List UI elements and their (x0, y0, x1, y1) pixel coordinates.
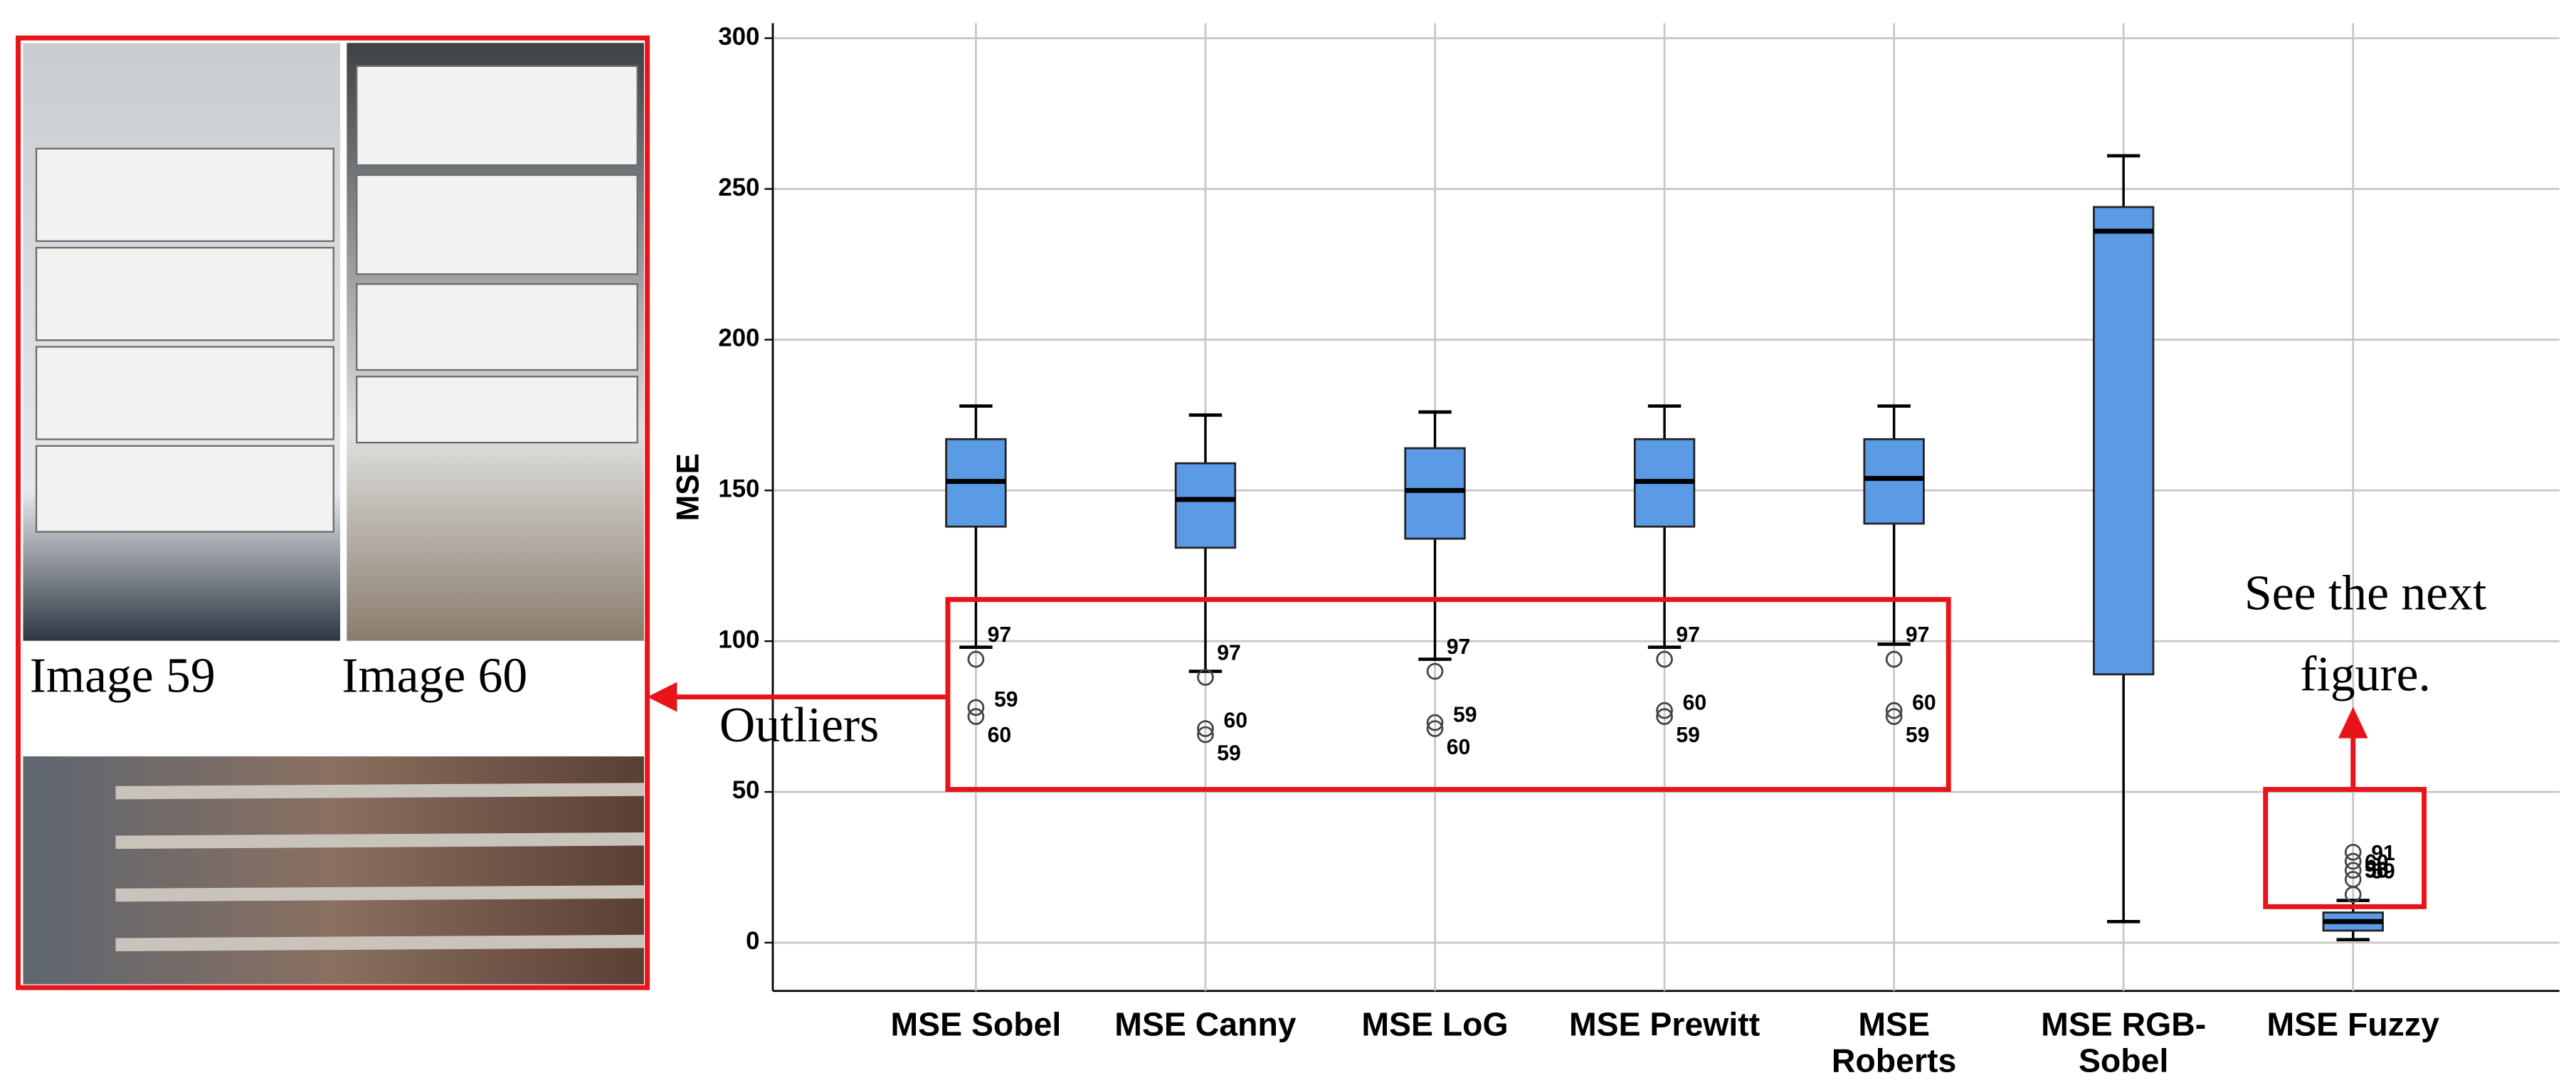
photo-panels (35, 65, 638, 533)
y-tick-label: 50 (732, 776, 760, 804)
outlier-label: 97 (1906, 623, 1930, 647)
outlier-label: 59 (1453, 703, 1477, 726)
outlier-label: 91 (2371, 842, 2395, 865)
outlier (1656, 650, 1673, 668)
outlier-label: 97 (1676, 623, 1700, 647)
photo-image-59 (23, 43, 341, 641)
x-tick-label-box: MSE Canny (1114, 1007, 1297, 1044)
outlier-label: 60 (2365, 851, 2389, 874)
image-60-label: Image 60 (342, 648, 527, 703)
outlier-label: 97 (1217, 641, 1241, 665)
y-axis-label: MSE (671, 453, 706, 522)
outlier (967, 708, 985, 725)
next-arrow-head (2338, 707, 2368, 739)
outlier (1885, 702, 1903, 719)
outlier (1197, 726, 1214, 744)
x-tick-label: MSE Canny (1114, 1007, 1297, 1044)
outlier-label: 60 (1912, 691, 1936, 714)
outlier-label: 59 (1676, 724, 1700, 747)
outlier-label: 59 (1906, 724, 1930, 747)
x-tick-label: MSE RGB- Sobel (2041, 1007, 2207, 1081)
box (1404, 447, 1466, 540)
box (1174, 462, 1237, 549)
x-tick-label-box: MSE Sobel (890, 1007, 1062, 1044)
next-figure-box: See the next figure. (2244, 566, 2487, 702)
outlier-label: 60 (1224, 709, 1248, 733)
next-figure-label: See the next figure. (2244, 566, 2487, 702)
outlier (1885, 708, 1903, 725)
x-tick-label-box: MSE RGB- Sobel (2041, 1007, 2207, 1081)
x-tick-label: MSE Roberts (1831, 1007, 1957, 1081)
y-tick-label: 200 (718, 324, 759, 352)
y-tick-label: 100 (718, 625, 759, 653)
box (1863, 438, 1925, 525)
outlier (1656, 702, 1673, 719)
outliers-label: Outliers (719, 698, 879, 753)
y-tick-label: 0 (746, 927, 759, 955)
outlier-label: 97 (988, 623, 1012, 647)
outlier (967, 650, 985, 668)
outlier (1656, 708, 1673, 725)
x-tick-label: MSE Sobel (890, 1007, 1062, 1044)
louver-lines (115, 783, 645, 952)
x-tick-label-box: MSE Fuzzy (2266, 1007, 2439, 1044)
outlier-label: 59 (994, 688, 1018, 711)
image-59-label: Image 59 (30, 648, 216, 703)
x-tick-label-box: MSE Roberts (1831, 1007, 1957, 1081)
outlier (1426, 662, 1444, 680)
outlier (1426, 720, 1444, 737)
y-tick-label: 150 (718, 475, 759, 503)
photo-panel: Image 59 Image 60 (16, 35, 650, 990)
outlier-label: 50 (2365, 859, 2389, 883)
outlier-box (945, 597, 1951, 793)
outlier-label: 60 (1683, 691, 1707, 714)
outlier (967, 699, 985, 716)
outlier (1197, 669, 1214, 686)
outlier (1426, 714, 1444, 731)
outlier-label: 60 (1447, 736, 1471, 759)
x-tick-label: MSE LoG (1361, 1007, 1509, 1044)
outlier-label: 60 (988, 724, 1012, 747)
outlier (2344, 862, 2362, 879)
outlier-label: 98 (2365, 859, 2389, 882)
box (2093, 206, 2155, 676)
outlier-arrow-head (647, 682, 677, 712)
fuzzy-box (2263, 787, 2427, 909)
outlier (2344, 843, 2362, 861)
outlier (2344, 871, 2362, 888)
x-tick-label-box: MSE LoG (1361, 1007, 1509, 1044)
outlier (1197, 720, 1214, 737)
y-tick-label: 250 (718, 174, 759, 201)
x-tick-label: MSE Prewitt (1568, 1007, 1761, 1044)
outlier-label: 97 (1447, 635, 1471, 659)
outlier-label: 59 (1217, 741, 1241, 765)
y-tick-label: 300 (718, 23, 759, 51)
x-tick-label: MSE Fuzzy (2266, 1007, 2439, 1044)
outlier (1885, 650, 1903, 668)
x-tick-label-box: MSE Prewitt (1568, 1007, 1761, 1044)
outlier-label: 59 (2371, 860, 2395, 884)
outlier (2344, 852, 2362, 870)
photo-frame (16, 35, 650, 990)
